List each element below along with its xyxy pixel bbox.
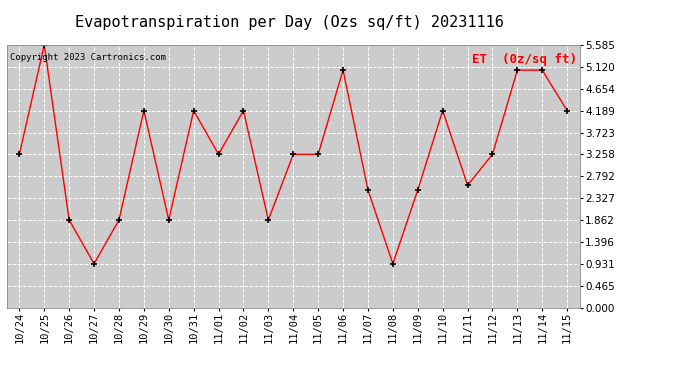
Text: Evapotranspiration per Day (Ozs sq/ft) 20231116: Evapotranspiration per Day (Ozs sq/ft) 2… — [75, 15, 504, 30]
Text: Copyright 2023 Cartronics.com: Copyright 2023 Cartronics.com — [10, 53, 166, 62]
Text: ET  (0z/sq ft): ET (0z/sq ft) — [472, 53, 577, 66]
